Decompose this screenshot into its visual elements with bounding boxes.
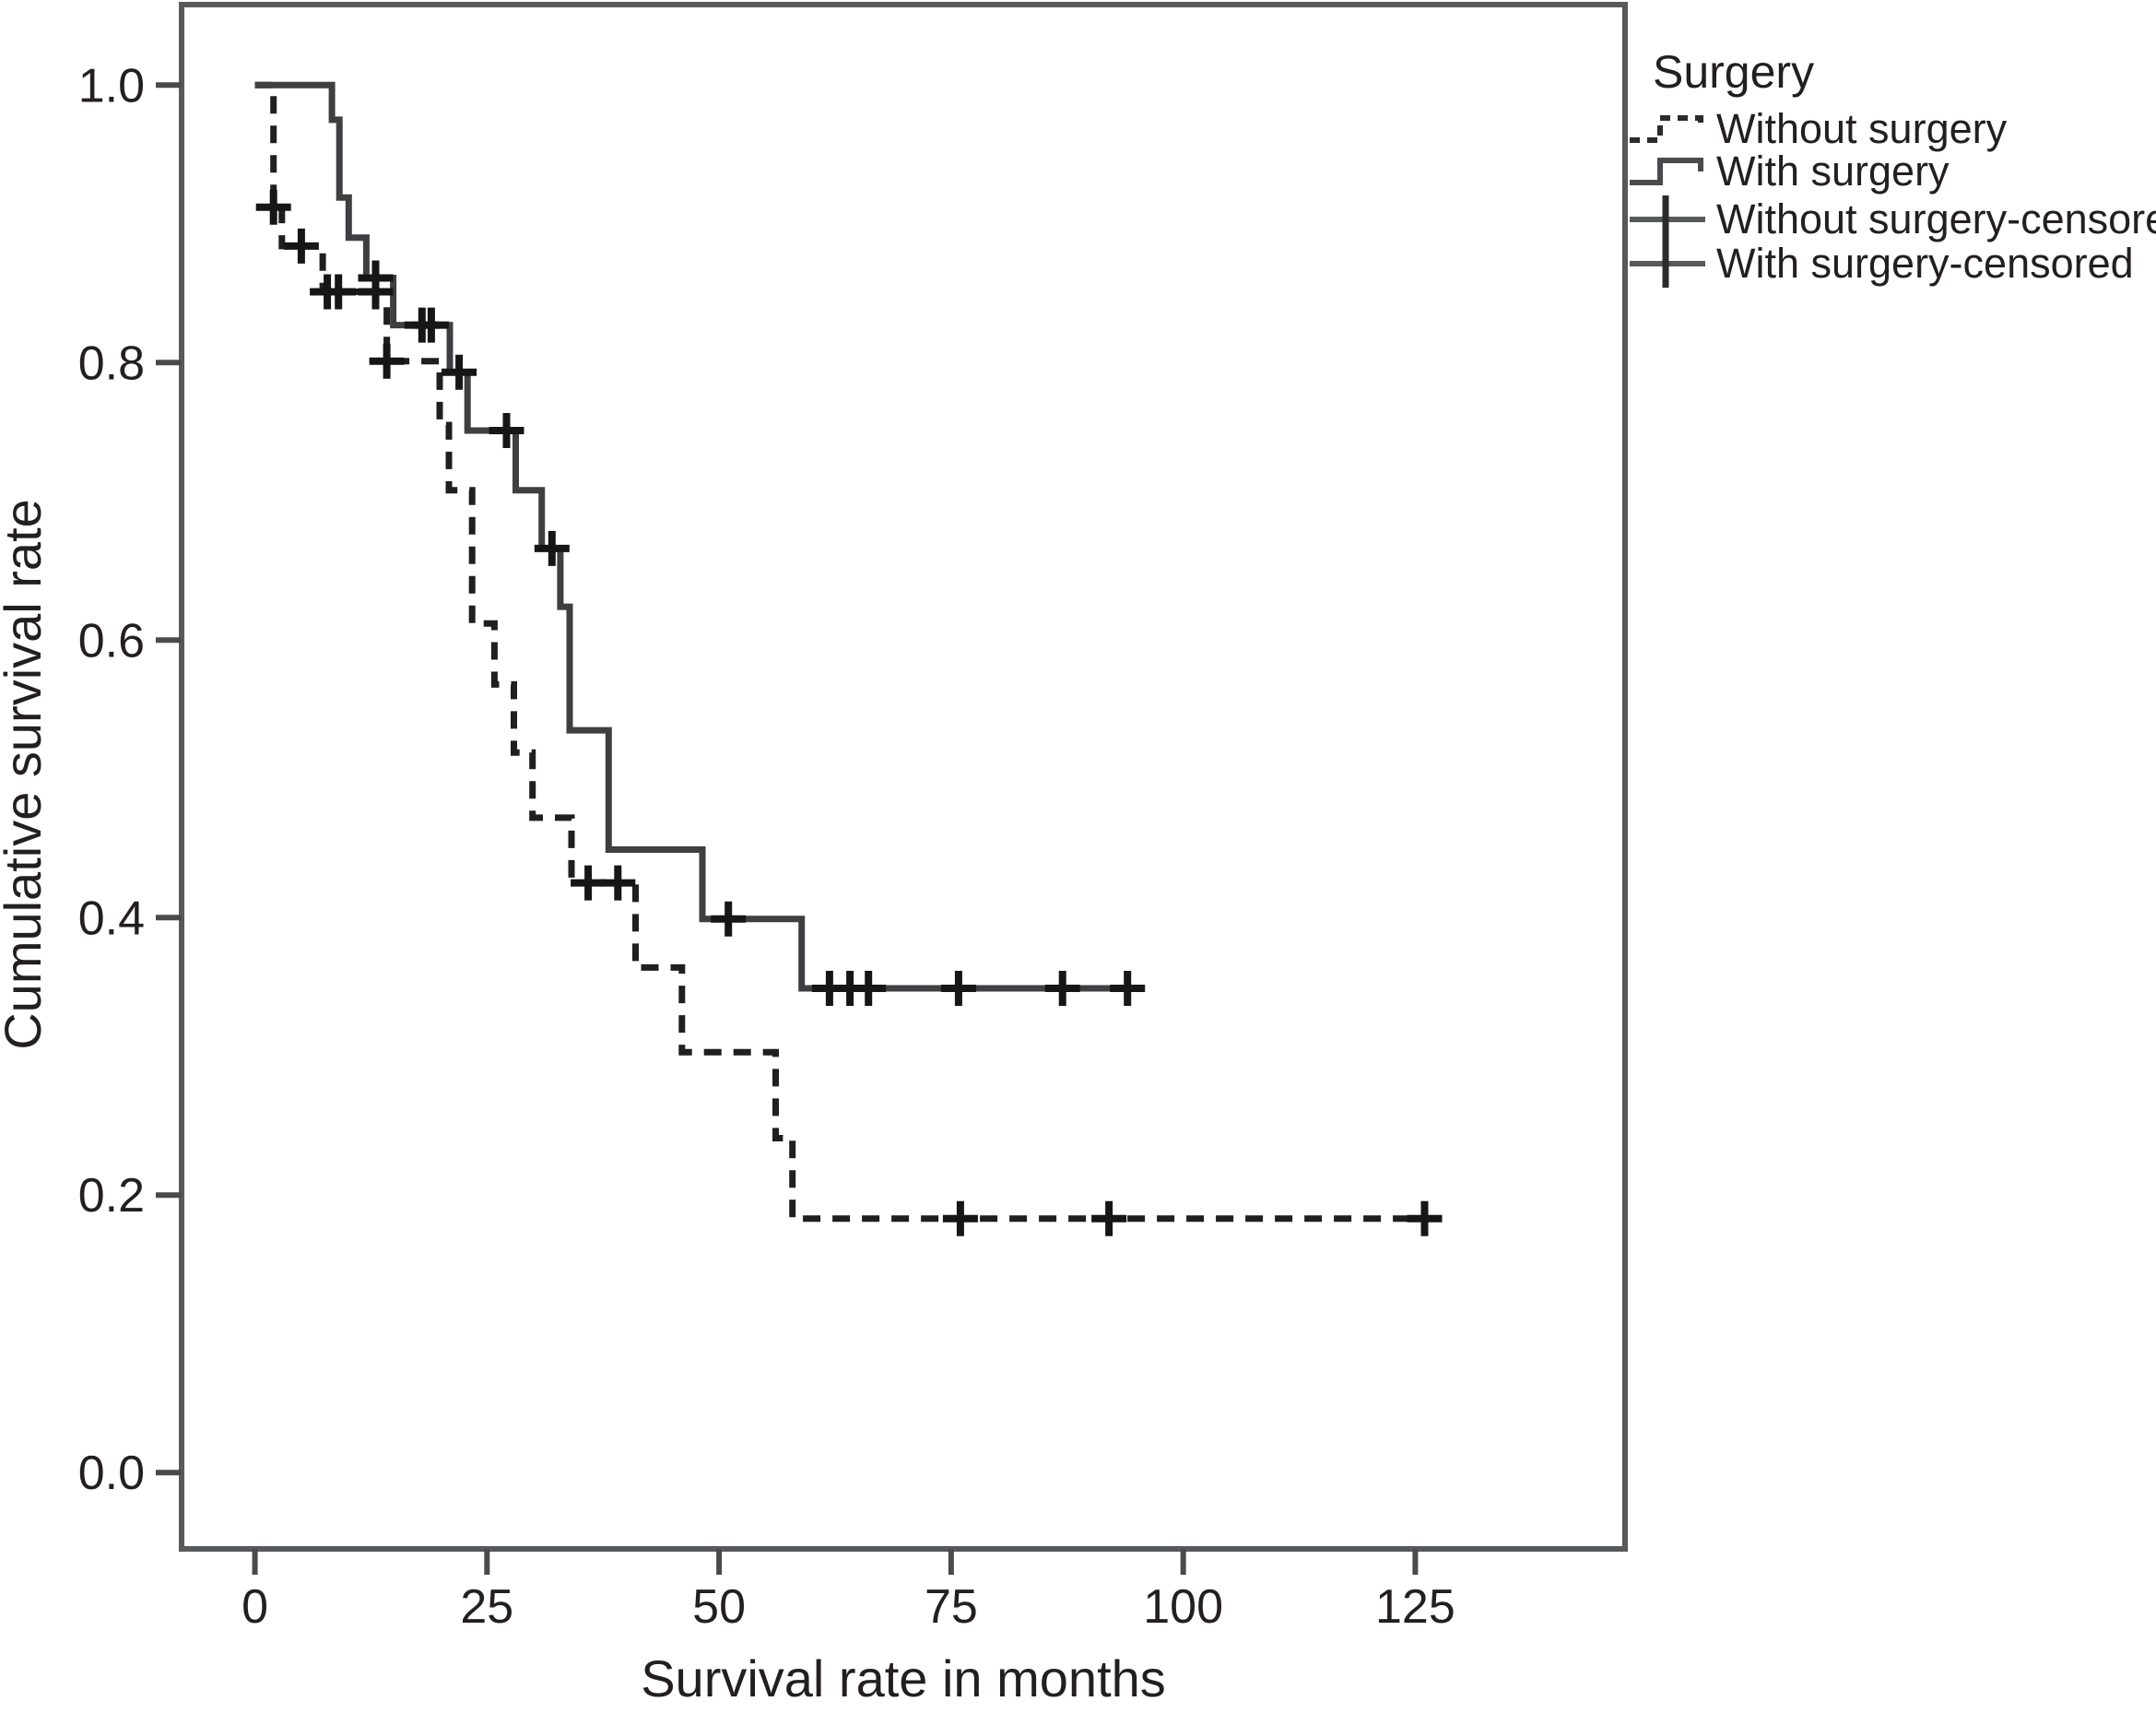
censor-mark-without-surgery <box>283 228 319 264</box>
y-tick-label: 0.4 <box>78 892 145 945</box>
censor-mark-with-surgery <box>358 260 394 296</box>
y-axis-title: Cumulative survival rate <box>0 499 52 1050</box>
x-tick-label: 100 <box>1143 1580 1223 1634</box>
censor-mark-with-surgery <box>711 901 747 937</box>
legend-item-without-surgery: Without surgery <box>1716 105 2008 152</box>
plot-area-border <box>179 2 1628 1552</box>
legend-item-with-surgery: With surgery <box>1716 148 1950 195</box>
censor-mark-with-surgery <box>489 413 524 448</box>
legend-solid-step-icon <box>1630 158 1703 185</box>
legend: Surgery Without surgery With surgery Wit… <box>1630 46 2156 288</box>
legend-dashed-step-icon <box>1630 115 1703 143</box>
censor-marks <box>255 189 1443 1236</box>
censor-mark-without-surgery <box>1091 1200 1127 1236</box>
censor-mark-without-surgery <box>1407 1200 1443 1236</box>
censor-mark-without-surgery <box>255 189 291 225</box>
y-tick-label: 1.0 <box>78 59 145 112</box>
legend-title: Surgery <box>1653 46 1814 98</box>
x-tick-label: 0 <box>242 1580 268 1634</box>
censor-mark-without-surgery <box>942 1200 978 1236</box>
x-tick-label: 75 <box>925 1580 978 1634</box>
censor-mark-with-surgery <box>413 307 449 343</box>
y-tick-label: 0.6 <box>78 614 145 668</box>
x-tick-label: 125 <box>1375 1580 1455 1634</box>
axis-ticks: 0 25 50 75 100 125 0.0 0.2 0.4 0.6 0.8 1.0 <box>78 59 1455 1634</box>
y-tick-label: 0.8 <box>78 337 145 390</box>
y-tick-label: 0.2 <box>78 1169 145 1223</box>
legend-item-without-surgery-censored: Without surgery-censored <box>1716 195 2156 242</box>
survival-step-with-surgery <box>254 81 1128 992</box>
censor-mark-without-surgery <box>571 865 607 901</box>
censor-mark-with-surgery <box>851 971 887 1006</box>
survival-step-without-surgery <box>254 81 1428 1223</box>
legend-item-with-surgery-censored: With surgery-censored <box>1716 240 2134 287</box>
y-tick-label: 0.0 <box>78 1447 145 1500</box>
survival-curves <box>254 81 1428 1223</box>
x-tick-label: 50 <box>692 1580 746 1634</box>
censor-mark-without-surgery <box>369 343 405 379</box>
censor-mark-without-surgery <box>321 274 357 310</box>
censor-mark-with-surgery <box>1044 971 1080 1006</box>
legend-censored-plus-icon <box>1630 240 1705 288</box>
x-tick-label: 25 <box>460 1580 513 1634</box>
censor-mark-without-surgery <box>600 865 636 901</box>
censor-mark-with-surgery <box>1110 971 1146 1006</box>
x-axis-title: Survival rate in months <box>641 1649 1166 1707</box>
censor-mark-with-surgery <box>442 354 477 390</box>
censor-mark-with-surgery <box>940 971 976 1006</box>
legend-censored-plus-icon <box>1630 195 1705 243</box>
censor-mark-with-surgery <box>534 530 570 566</box>
